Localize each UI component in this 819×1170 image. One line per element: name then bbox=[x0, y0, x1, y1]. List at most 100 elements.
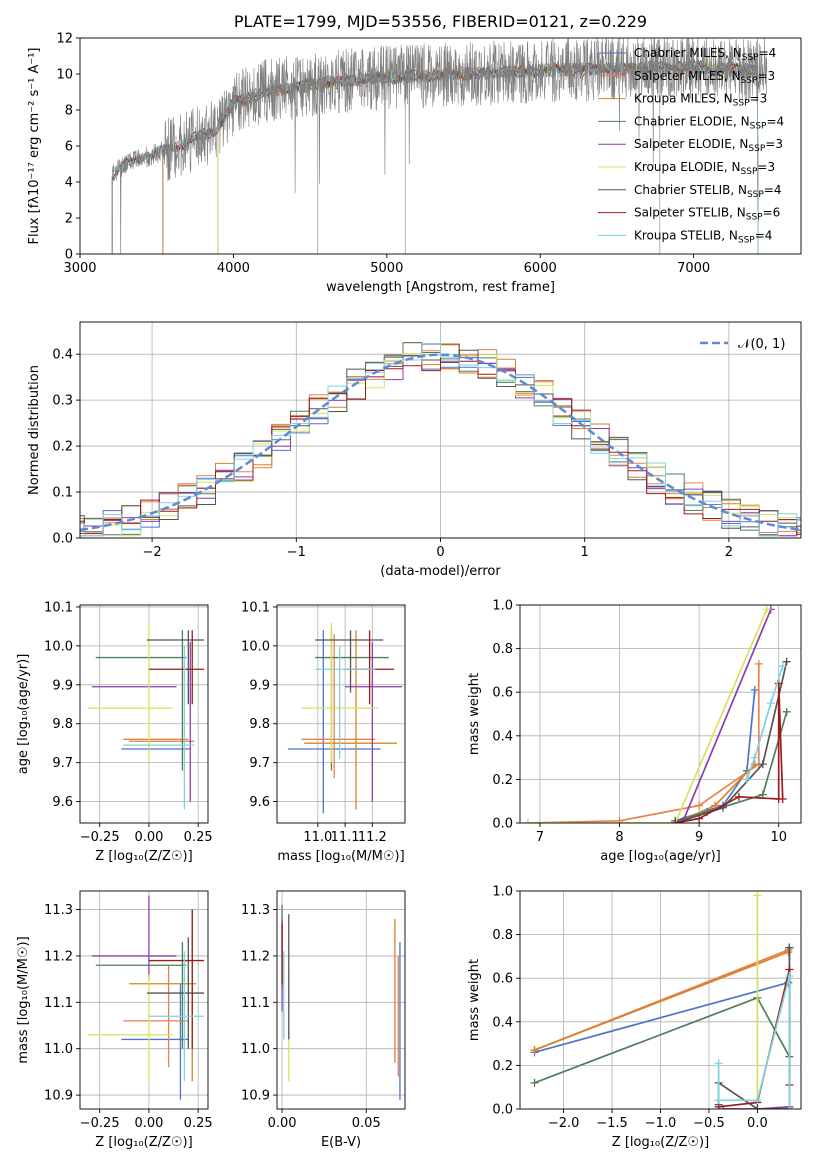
legend-label: Kroupa STELIB, NSSP=4 bbox=[634, 228, 772, 245]
plot-area bbox=[281, 904, 401, 1100]
x-tick-label: 9 bbox=[695, 830, 703, 845]
y-axis-label: Flux [fλ10⁻¹⁷ erg cm⁻² s⁻¹ A⁻¹] bbox=[27, 48, 42, 245]
y-tick-label: 8 bbox=[65, 104, 73, 119]
y-tick-label: 10.1 bbox=[44, 600, 73, 615]
axes: −0.25 0.00 0.25 9.6 9.7 9.8 9.9 10.0 10.1 Z [log₁… bbox=[16, 600, 213, 864]
axes: 11.011.111.2 9.6 9.7 9.8 9.9 10.0 10.1 mass [lo… bbox=[241, 600, 406, 864]
x-axis-label: mass [log₁₀(M/M☉)] bbox=[277, 849, 404, 864]
legend-subscript: SSP bbox=[742, 53, 759, 63]
legend-subscript: SSP bbox=[747, 190, 764, 200]
weight-point-marker bbox=[711, 801, 720, 810]
y-axis-label: mass weight bbox=[467, 959, 482, 1041]
axes: 3000 4000 5000 6000 7000 0 2 4 6 8 10 12 wavelength … bbox=[27, 32, 802, 295]
panel-age-z: −0.25 0.00 0.25 9.6 9.7 9.8 9.9 10.0 10.1 Z [log₁… bbox=[16, 600, 213, 864]
x-tick-label: 0.25 bbox=[184, 830, 213, 845]
weight-point-marker bbox=[695, 814, 704, 823]
y-tick-label: 11.1 bbox=[241, 996, 270, 1011]
weight-point-marker bbox=[785, 972, 794, 981]
y-tick-label: 0.6 bbox=[492, 686, 513, 701]
axes-frame bbox=[79, 604, 209, 824]
x-tick-label: 0 bbox=[436, 545, 444, 560]
y-tick-label: 6 bbox=[65, 140, 73, 155]
observed-spectrum-line bbox=[111, 38, 768, 254]
weight-point-marker bbox=[762, 605, 771, 614]
legend-label: Salpeter MILES, NSSP=3 bbox=[634, 69, 775, 86]
x-tick-label: 3000 bbox=[63, 261, 96, 276]
y-tick-label: 0.4 bbox=[52, 348, 73, 363]
y-tick-label: 11.3 bbox=[44, 903, 73, 918]
y-tick-label: 0.4 bbox=[492, 729, 513, 744]
y-tick-label: 0 bbox=[65, 248, 73, 263]
x-axis-label: Z [log₁₀(Z/Z☉)] bbox=[612, 1135, 709, 1150]
axes-frame bbox=[276, 604, 406, 824]
legend-label: Salpeter ELODIE, NSSP=3 bbox=[634, 137, 783, 154]
y-tick-label: 9.7 bbox=[249, 756, 270, 771]
x-tick-label: 2 bbox=[725, 545, 733, 560]
x-tick-label: 0.00 bbox=[268, 1116, 297, 1131]
weight-line bbox=[534, 951, 789, 1051]
x-tick-label: −2.0 bbox=[548, 1116, 580, 1131]
weight-point-marker bbox=[615, 816, 624, 823]
weight-point-marker bbox=[753, 891, 762, 900]
x-tick-label: 0.00 bbox=[134, 1116, 163, 1131]
y-tick-label: 10.0 bbox=[44, 639, 73, 654]
grid bbox=[277, 605, 405, 823]
legend-label: Salpeter STELIB, NSSP=6 bbox=[634, 206, 780, 223]
weight-point-marker bbox=[530, 1078, 539, 1087]
legend-label: Chabrier STELIB, NSSP=4 bbox=[634, 183, 782, 200]
weight-line bbox=[534, 947, 791, 1084]
y-tick-label: 0.2 bbox=[492, 773, 513, 788]
y-axis-label: mass weight bbox=[467, 673, 482, 755]
residual-histogram bbox=[80, 355, 801, 537]
y-tick-label: 10.9 bbox=[44, 1089, 73, 1104]
panel-residuals: −2 −1 0 1 2 0.0 0.1 0.2 0.3 0.4 (data-model)/error… bbox=[27, 321, 802, 579]
x-tick-label: 10 bbox=[770, 830, 787, 845]
weight-line bbox=[528, 609, 768, 823]
y-tick-label: 0.0 bbox=[492, 817, 513, 832]
x-tick-label: 11.2 bbox=[358, 830, 387, 845]
panel-mass-ebv: 0.00 0.05 10.9 11.0 11.1 11.2 11.3 E(B-V) bbox=[241, 890, 406, 1150]
axes: 0.00 0.05 10.9 11.0 11.1 11.2 11.3 E(B-V) bbox=[241, 890, 406, 1150]
y-tick-label: 9.8 bbox=[249, 717, 270, 732]
x-axis-label: wavelength [Angstrom, rest frame] bbox=[326, 280, 555, 295]
weight-line bbox=[675, 683, 784, 823]
axes-frame bbox=[276, 890, 406, 1110]
y-tick-label: 11.0 bbox=[241, 1042, 270, 1057]
y-tick-label: 0.2 bbox=[492, 1059, 513, 1074]
x-axis-label: (data-model)/error bbox=[380, 564, 501, 579]
y-tick-label: 2 bbox=[65, 212, 73, 227]
y-tick-label: 0.3 bbox=[52, 394, 73, 409]
y-tick-label: 4 bbox=[65, 176, 73, 191]
y-tick-label: 10.0 bbox=[241, 639, 270, 654]
x-axis-label: Z [log₁₀(Z/Z☉)] bbox=[95, 849, 192, 864]
panel-spectrum: 3000 4000 5000 6000 7000 0 2 4 6 8 10 12 wavelength … bbox=[27, 32, 802, 295]
legend-value: =6 bbox=[763, 206, 781, 220]
x-tick-label: 4000 bbox=[217, 261, 250, 276]
x-tick-label: 0.0 bbox=[747, 1116, 768, 1131]
y-tick-label: 11.0 bbox=[44, 1042, 73, 1057]
y-tick-label: 9.6 bbox=[52, 795, 73, 810]
x-tick-label: −0.25 bbox=[80, 830, 120, 845]
weight-point-marker bbox=[530, 1046, 539, 1055]
y-tick-label: 9.8 bbox=[52, 717, 73, 732]
x-tick-label: 0.00 bbox=[134, 830, 163, 845]
weight-line bbox=[534, 981, 789, 1054]
x-tick-label: 7 bbox=[536, 830, 544, 845]
y-tick-label: 9.6 bbox=[249, 795, 270, 810]
legend-value: =3 bbox=[750, 92, 768, 106]
panel-weight-age: 7 8 9 10 0.0 0.2 0.4 0.6 0.8 1.0 age [log₁₀(age/yr… bbox=[467, 599, 802, 864]
x-tick-label: −0.5 bbox=[693, 1116, 725, 1131]
axes-frame bbox=[519, 890, 802, 1110]
x-tick-label: 7000 bbox=[677, 261, 710, 276]
axes: −2 −1 0 1 2 0.0 0.1 0.2 0.3 0.4 (data-model)/error… bbox=[27, 321, 802, 579]
y-tick-label: 0.8 bbox=[492, 928, 513, 943]
y-tick-label: 0.2 bbox=[52, 440, 73, 455]
weight-point-marker bbox=[784, 948, 793, 957]
x-tick-label: 0.05 bbox=[352, 1116, 381, 1131]
weight-line bbox=[723, 1105, 790, 1109]
weight-point-marker bbox=[778, 795, 787, 804]
weight-point-marker bbox=[714, 1096, 723, 1105]
weight-point-marker bbox=[782, 707, 791, 716]
figure-title: PLATE=1799, MJD=53556, FIBERID=0121, z=0… bbox=[233, 12, 648, 31]
